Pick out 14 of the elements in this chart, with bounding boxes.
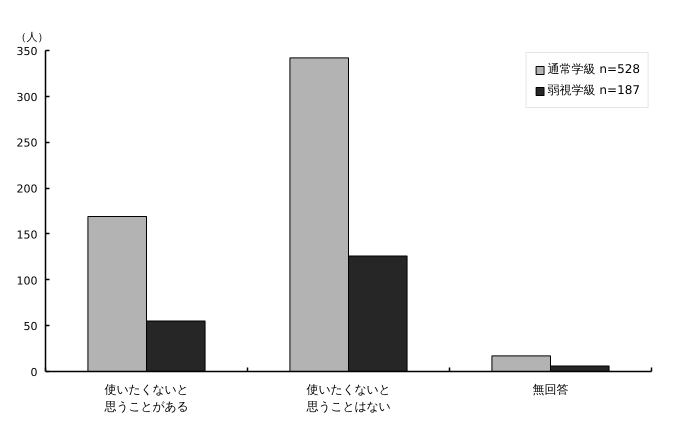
- y-axis-title: （人）: [16, 30, 48, 44]
- y-tick-label: 100: [16, 274, 38, 288]
- y-tick-label: 250: [16, 136, 38, 150]
- y-tick-label: 150: [16, 228, 38, 242]
- x-tick-label: 使いたくないと思うことがある: [104, 382, 188, 414]
- legend-label: 通常学級 n=528: [548, 61, 640, 78]
- x-tick-label: 使いたくないと思うことはない: [306, 382, 390, 414]
- y-tick-label: 350: [16, 45, 38, 58]
- y-tick-label: 50: [24, 320, 38, 334]
- y-tick-label: 300: [16, 90, 38, 104]
- y-tick-label: 0: [30, 366, 38, 379]
- x-tick-label: 無回答: [532, 382, 568, 396]
- y-tick-label: 200: [16, 182, 38, 196]
- legend-label: 弱視学級 n=187: [548, 82, 640, 99]
